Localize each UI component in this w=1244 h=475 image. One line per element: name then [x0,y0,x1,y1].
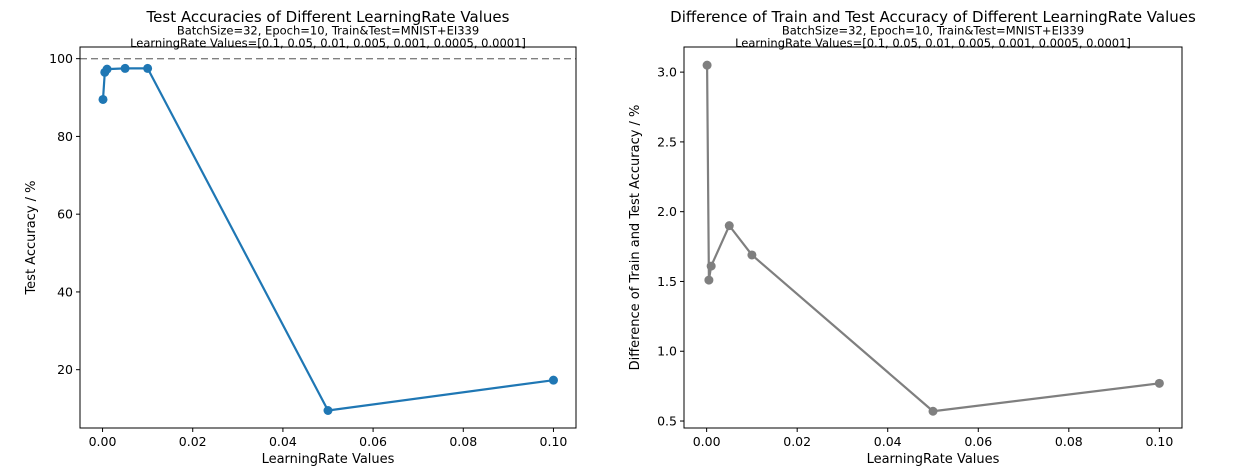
right-data-point [724,221,734,231]
left-data-point [98,94,108,104]
left-plot-frame [79,46,577,429]
right-ytick-label: 0.5 [657,414,677,429]
left-series-line [101,67,554,412]
right-xtick-label: 0.02 [783,434,811,449]
right-xtick-label: 0.08 [1055,434,1083,449]
right-data-point [747,250,757,260]
left-x-axis-label: LearningRate Values [262,452,395,467]
right-xtick-label: 0.04 [874,434,902,449]
left-y-axis-label: Test Accuracy / % [24,180,39,295]
left-ytick-label: 60 [57,207,73,222]
left-chart: Test Accuracies of Different LearningRat… [24,8,577,467]
left-ytick-label: 80 [57,129,73,144]
left-chart-subtitle-2: LearningRate Values=[0.1, 0.05, 0.01, 0.… [130,36,526,50]
left-xtick-label: 0.04 [269,434,297,449]
left-xtick-label: 0.08 [449,434,477,449]
right-data-point [1154,378,1164,388]
right-ytick-label: 1.0 [657,344,677,359]
right-chart-title: Difference of Train and Test Accuracy of… [670,8,1196,26]
right-series-line [705,65,1160,413]
left-xtick-label: 0.00 [89,434,117,449]
right-x-axis-label: LearningRate Values [867,452,1000,467]
left-data-point [323,406,333,416]
right-ytick-label: 1.5 [657,274,677,289]
left-ytick-label: 40 [57,284,73,299]
right-plot-frame [683,46,1183,429]
left-data-point [120,63,130,73]
left-xtick-label: 0.06 [359,434,387,449]
right-data-point [702,60,712,70]
left-data-point [102,64,112,74]
right-chart-subtitle-1: BatchSize=32, Epoch=10, Train&Test=MNIST… [782,24,1084,38]
left-xtick-label: 0.02 [179,434,207,449]
left-chart-title: Test Accuracies of Different LearningRat… [146,8,510,26]
right-data-point [706,261,716,271]
left-ytick-label: 20 [57,362,73,377]
right-ytick-label: 2.0 [657,204,677,219]
right-xtick-label: 0.00 [693,434,721,449]
right-xtick-label: 0.06 [964,434,992,449]
left-chart-subtitle-1: BatchSize=32, Epoch=10, Train&Test=MNIST… [177,24,479,38]
right-chart-subtitle-2: LearningRate Values=[0.1, 0.05, 0.01, 0.… [735,36,1131,50]
left-data-point [143,63,153,73]
right-ytick-label: 3.0 [657,65,677,80]
left-data-point [548,375,558,385]
right-chart: Difference of Train and Test Accuracy of… [628,8,1196,467]
right-data-point [928,406,938,416]
right-ytick-label: 2.5 [657,134,677,149]
right-y-axis-label: Difference of Train and Test Accuracy / … [628,105,643,371]
left-xtick-label: 0.10 [540,434,568,449]
right-xtick-label: 0.10 [1145,434,1173,449]
right-data-point [704,275,714,285]
left-ytick-label: 100 [49,51,73,66]
